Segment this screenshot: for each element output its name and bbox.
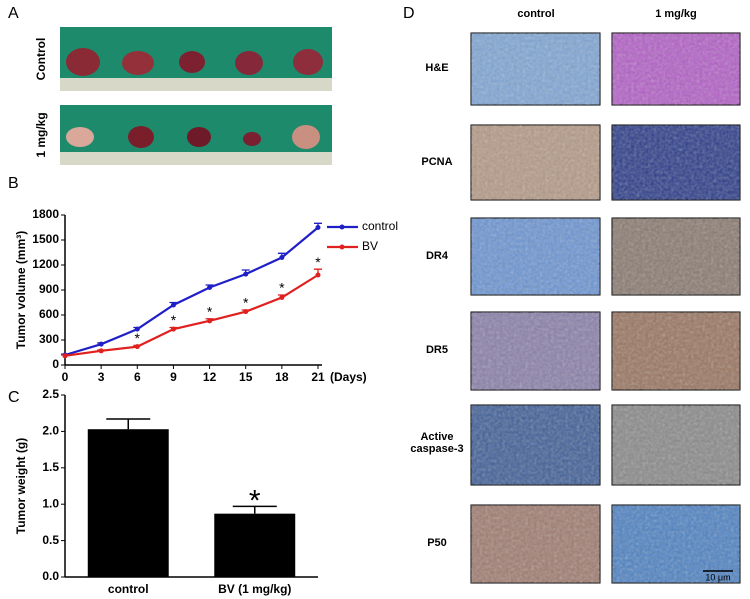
- histology-texture: [471, 505, 600, 583]
- error-bar: [106, 418, 151, 430]
- histology-texture: [612, 312, 740, 390]
- point: [243, 309, 249, 315]
- annotation: *: [243, 295, 249, 311]
- y-tick-label: 1800: [32, 207, 59, 221]
- point: [134, 344, 140, 350]
- panel-label: D: [403, 5, 415, 22]
- histology-texture: [471, 312, 600, 390]
- point: [170, 326, 176, 332]
- histology-texture: [612, 125, 740, 200]
- scale-bar-label: 10 μm: [705, 572, 730, 582]
- point: [207, 318, 213, 324]
- bar: [87, 429, 169, 577]
- y-tick-label: 0.5: [42, 533, 59, 547]
- histology-texture: [471, 218, 600, 295]
- histology-texture: [612, 33, 740, 105]
- y-axis-label: Tumor volume (mm³): [14, 231, 28, 349]
- x-tick-label: 0: [62, 370, 69, 384]
- line: [64, 274, 319, 357]
- y-tick-label: 2.0: [42, 424, 59, 438]
- column-header: 1 mg/kg: [655, 8, 697, 20]
- x-tick-label: 3: [98, 370, 105, 384]
- row-label: DR4: [425, 249, 448, 262]
- legend-label: control: [362, 219, 398, 233]
- legend-label: BV: [362, 239, 378, 253]
- column-header: control: [517, 8, 554, 20]
- line: [64, 226, 319, 357]
- photo-label: 1 mg/kg: [34, 112, 48, 157]
- y-tick-label: 0.0: [42, 569, 59, 583]
- y-axis-label: Tumor weight (g): [14, 438, 28, 534]
- x-tick-label: 15: [239, 370, 253, 384]
- point: [170, 302, 176, 308]
- point: [207, 285, 213, 290]
- y-tick-label: 1500: [32, 232, 59, 246]
- annotation: *: [171, 312, 177, 328]
- histology-texture: [471, 405, 600, 485]
- point: [279, 295, 285, 300]
- y-tick-label: 1200: [32, 257, 59, 271]
- y-tick-label: 600: [39, 307, 59, 321]
- point: [315, 225, 321, 230]
- x-tick-label: control: [108, 582, 149, 596]
- row-label: P50: [427, 537, 447, 549]
- photo-label: Control: [34, 38, 48, 81]
- row-label: DR5: [425, 344, 448, 356]
- x-tick-label: 18: [275, 370, 289, 384]
- x-tick-label: 9: [170, 370, 177, 384]
- y-tick-label: 0: [52, 357, 59, 371]
- histology-texture: [471, 33, 600, 105]
- x-tick-label: BV (1 mg/kg): [218, 582, 291, 596]
- histology-texture: [612, 505, 740, 583]
- x-tick-label: 6: [134, 370, 141, 384]
- point: [134, 326, 140, 332]
- legend-marker: [339, 224, 345, 230]
- point: [62, 353, 68, 359]
- panel-label: A: [8, 5, 19, 22]
- y-tick-label: 1.0: [42, 496, 59, 510]
- point: [279, 255, 285, 260]
- histology-texture: [471, 125, 600, 200]
- annotation: *: [315, 254, 321, 270]
- annotation: *: [207, 303, 213, 319]
- point: [315, 272, 321, 278]
- row-label: H&E: [425, 62, 449, 74]
- x-tick-label: 21: [311, 370, 325, 384]
- point: [243, 271, 249, 277]
- annotation: *: [279, 280, 285, 296]
- photo: [60, 105, 332, 165]
- x-axis-label: (Days): [330, 370, 367, 384]
- error-bar: [232, 505, 277, 514]
- row-label: Active caspase-3: [410, 431, 464, 455]
- annotation: *: [135, 330, 141, 346]
- panel-label: B: [8, 175, 19, 192]
- point: [98, 341, 104, 347]
- y-tick-label: 1.5: [42, 460, 59, 474]
- histology-texture: [612, 405, 740, 485]
- point: [98, 348, 104, 354]
- x-tick-label: 12: [203, 370, 217, 384]
- photo: [60, 27, 332, 91]
- row-label: PCNA: [421, 155, 453, 168]
- bar: [214, 513, 296, 577]
- y-tick-label: 900: [39, 282, 59, 296]
- histology-texture: [612, 218, 740, 295]
- y-tick-label: 300: [39, 332, 59, 346]
- legend-marker: [339, 244, 345, 250]
- panel-label: C: [8, 389, 20, 406]
- y-tick-label: 2.5: [42, 387, 59, 401]
- annotation: *: [249, 484, 261, 517]
